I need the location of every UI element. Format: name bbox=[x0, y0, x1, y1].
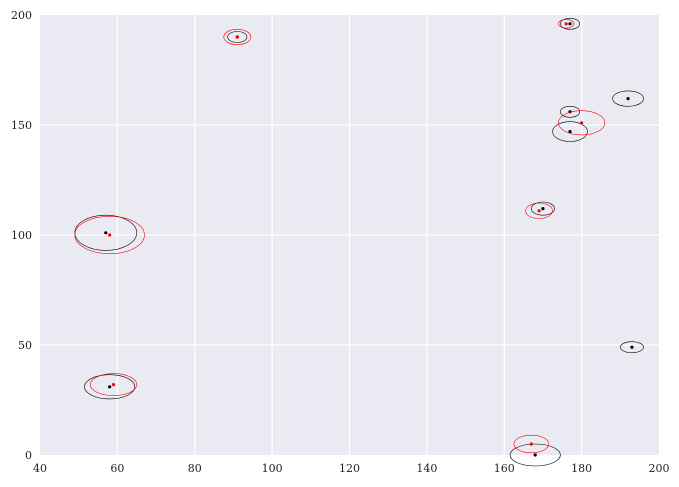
ellipse-black bbox=[509, 443, 561, 467]
ellipse-black bbox=[620, 341, 644, 354]
ellipse-black bbox=[531, 201, 555, 216]
point-red bbox=[537, 209, 541, 213]
x-tick-label: 140 bbox=[416, 462, 437, 475]
point-black bbox=[568, 22, 572, 26]
x-tick-label: 160 bbox=[494, 462, 515, 475]
point-red bbox=[580, 121, 584, 125]
y-tick-label: 200 bbox=[11, 9, 32, 22]
x-tick-label: 120 bbox=[339, 462, 360, 475]
ellipse-red bbox=[558, 19, 575, 29]
point-black bbox=[568, 130, 572, 134]
y-tick-label: 150 bbox=[11, 119, 32, 132]
y-tick-label: 0 bbox=[25, 449, 32, 462]
point-black bbox=[541, 207, 545, 211]
point-black bbox=[630, 345, 634, 349]
ellipse-black bbox=[227, 31, 248, 43]
point-red bbox=[108, 233, 112, 237]
x-tick-label: 80 bbox=[188, 462, 202, 475]
y-tick-label: 50 bbox=[18, 339, 32, 352]
x-tick-label: 40 bbox=[33, 462, 47, 475]
tick-labels: 40 60 80 100 120 140 160 180 200 0 50 100 150 200 bbox=[11, 9, 670, 475]
ellipse-red bbox=[558, 110, 606, 136]
x-tick-label: 180 bbox=[571, 462, 592, 475]
point-red bbox=[564, 22, 568, 26]
ellipse-black bbox=[84, 374, 136, 400]
y-tick-label: 100 bbox=[11, 229, 32, 242]
ellipse-black bbox=[552, 121, 588, 142]
point-red bbox=[111, 383, 116, 387]
ellipse-black bbox=[560, 17, 580, 30]
ellipse-black bbox=[612, 90, 644, 107]
point-black bbox=[104, 231, 108, 235]
ellipse-black bbox=[560, 106, 580, 118]
point-red bbox=[235, 35, 239, 39]
data-marks bbox=[74, 17, 644, 467]
ellipse-red bbox=[74, 216, 145, 255]
grid-lines bbox=[40, 15, 659, 455]
ellipse-red bbox=[89, 373, 138, 396]
x-tick-label: 60 bbox=[110, 462, 124, 475]
point-red bbox=[529, 442, 533, 446]
ellipse-red bbox=[513, 434, 550, 454]
ellipse-red bbox=[223, 28, 252, 45]
point-black bbox=[533, 453, 537, 457]
point-black bbox=[626, 97, 630, 101]
point-black bbox=[108, 385, 112, 389]
x-tick-label: 200 bbox=[649, 462, 670, 475]
ellipse-red bbox=[525, 202, 553, 219]
x-tick-label: 100 bbox=[262, 462, 283, 475]
